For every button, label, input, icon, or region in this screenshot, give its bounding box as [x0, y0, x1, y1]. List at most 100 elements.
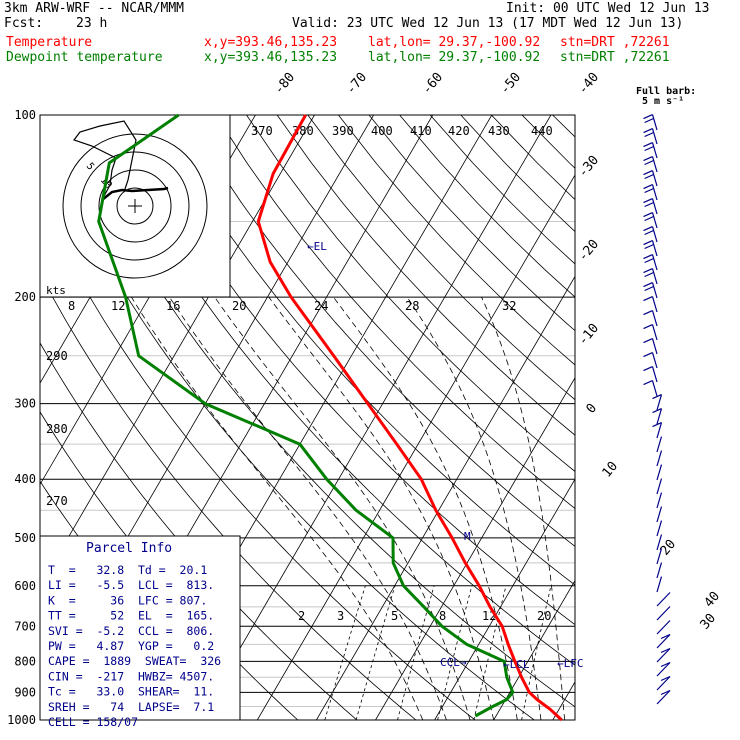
- pressure-label: 300: [14, 397, 36, 411]
- wind-barb-flag: [644, 131, 654, 138]
- wind-barb: [652, 422, 663, 439]
- wind-barb-flag: [660, 633, 671, 640]
- wind-barb-flag: [643, 212, 653, 218]
- mixing-ratio-label: 3: [337, 609, 344, 623]
- parcel-info-title: Parcel Info: [86, 541, 172, 556]
- theta-left-label: 270: [46, 494, 68, 508]
- wind-barb: [656, 464, 663, 481]
- wind-barb: [656, 520, 663, 537]
- freezing-marker: M: [464, 530, 471, 543]
- wind-barb-flag: [643, 142, 653, 148]
- dry-adiabat: [184, 115, 575, 547]
- forecast-hour: 23 h: [76, 16, 108, 31]
- wind-barb: [656, 562, 663, 579]
- wind-barb-staff: [651, 114, 658, 131]
- parcel-info-box: Parcel Info T = 32.8 Td = 20.1LI = -5.5 …: [39, 535, 241, 729]
- el-label: ←EL: [307, 240, 327, 253]
- wind-barb-staff: [656, 464, 663, 481]
- wind-barb: [656, 606, 671, 621]
- wind-barb-flag: [643, 240, 653, 246]
- wind-barb-staff: [651, 226, 658, 243]
- theta-label: 430: [488, 124, 510, 138]
- mixing-ratio-label: 5: [391, 609, 398, 623]
- wind-barb: [643, 198, 658, 215]
- parcel-info-row: SVI = -5.2 CCL = 806.: [48, 624, 214, 638]
- wind-barb: [643, 156, 658, 173]
- wind-barb-flag: [660, 675, 671, 682]
- mixing-ratio-label: 20: [537, 609, 551, 623]
- temperature-legend: Temperature: [6, 35, 93, 50]
- wind-barb-flag: [644, 145, 654, 152]
- wind-barb-staff: [656, 408, 663, 425]
- dry-adiabat: [307, 115, 575, 401]
- init-time: Init: 00 UTC Wed 12 Jun 13: [506, 1, 710, 16]
- wind-barb-flag: [644, 257, 654, 264]
- wind-barb-flag: [643, 366, 653, 372]
- wind-barb-flag: [643, 338, 653, 344]
- moist-adiabat-label: 20: [232, 299, 246, 313]
- isotherm-label: 0: [584, 401, 601, 417]
- wind-barb-flag: [660, 689, 671, 696]
- dewpoint-legend: Dewpoint temperature: [6, 50, 163, 65]
- parcel-info-row: T = 32.8 Td = 20.1: [48, 563, 207, 577]
- wind-barb-flag: [644, 229, 654, 236]
- wind-barb-staff: [651, 254, 658, 271]
- isotherm-line: [256, 174, 575, 720]
- wind-barb-flag: [644, 271, 654, 278]
- temperature-profile: [256, 114, 563, 722]
- wind-barb-flag: [643, 170, 653, 176]
- wind-barb-staff: [651, 282, 658, 299]
- isotherm-label: 30: [698, 611, 720, 633]
- wind-barb-staff: [656, 634, 671, 649]
- wind-barb-staff: [651, 240, 658, 257]
- mixing-ratio-line: [473, 585, 507, 720]
- wind-barb: [643, 310, 658, 327]
- wind-barb-flag: [644, 187, 654, 194]
- theta-label: 390: [332, 124, 354, 138]
- wind-barb: [652, 408, 663, 425]
- parcel-info-row: PW = 4.87 YGP = 0.2: [48, 639, 214, 653]
- temperature-station: stn=DRT ,72261: [560, 35, 670, 50]
- wind-barb-flag: [652, 408, 662, 414]
- moist-adiabat: [333, 296, 518, 720]
- temperature-latlon: lat,lon= 29.37,-100.92: [368, 35, 541, 50]
- wind-barb: [643, 324, 658, 341]
- wind-barb-staff: [651, 142, 658, 159]
- isotherm-line: [40, 115, 315, 587]
- wind-barb-staff: [656, 592, 671, 607]
- wind-barb: [643, 184, 658, 201]
- dry-adiabat: [40, 131, 535, 720]
- isotherm-label: -70: [344, 70, 371, 98]
- mixing-ratio-line: [397, 585, 435, 720]
- wind-barb-staff: [656, 548, 663, 565]
- dry-adiabat: [338, 115, 575, 366]
- wind-barb-flag: [643, 156, 653, 162]
- isotherm-label: -20: [576, 237, 603, 265]
- mixing-ratio-label: 8: [439, 609, 446, 623]
- wind-barb-flag: [644, 117, 654, 124]
- plot-frame: [39, 114, 576, 721]
- wind-barb-flag: [643, 352, 653, 358]
- hodograph: 5 10 kts: [39, 114, 231, 298]
- dewpoint-station: stn=DRT ,72261: [560, 50, 670, 65]
- pressure-label: 200: [14, 290, 36, 304]
- isotherm-label: 10: [600, 459, 622, 481]
- dry-adiabat: [154, 115, 575, 586]
- hodograph-ring-label-5: 5: [84, 161, 96, 173]
- wind-barb: [643, 142, 658, 159]
- theta-label: 370: [251, 124, 273, 138]
- pressure-label: 500: [14, 531, 36, 545]
- parcel-info-row: CAPE = 1889 SWEAT= 326: [48, 654, 221, 668]
- isotherm-label: 40: [702, 589, 724, 611]
- dewpoint-latlon: lat,lon= 29.37,-100.92: [368, 50, 541, 65]
- lcl-label: ←LCL: [503, 658, 530, 671]
- wind-barb-flag: [643, 128, 653, 134]
- hodograph-ring-4: [62, 133, 208, 279]
- wind-barb: [656, 633, 671, 649]
- wind-barb-staff: [651, 352, 658, 369]
- isotherm-line: [434, 478, 575, 720]
- wind-barb-flag: [644, 243, 654, 250]
- mixing-ratio-label: 2: [298, 609, 305, 623]
- wind-barb-flag: [644, 215, 654, 222]
- isotherm-label: -60: [420, 70, 447, 98]
